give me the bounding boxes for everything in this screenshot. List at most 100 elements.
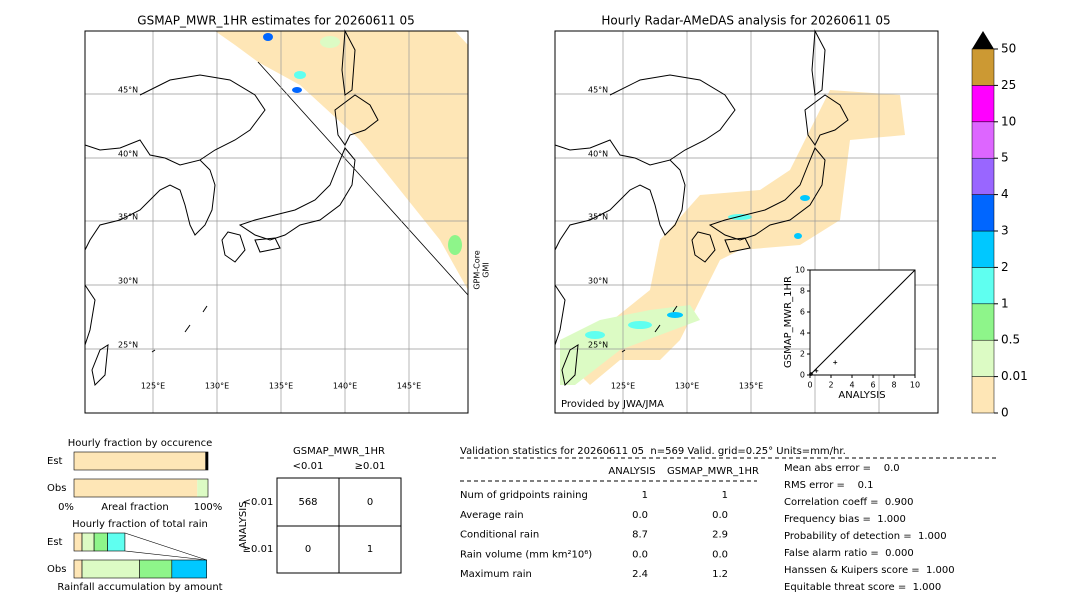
cell: 1 <box>722 490 728 501</box>
rain-cell <box>728 214 752 220</box>
cell: 0.0 <box>632 549 648 560</box>
coastline <box>804 94 849 146</box>
map-title: GSMAP_MWR_1HR estimates for 20260611 05 <box>137 14 414 28</box>
lon-label: 125°E <box>611 382 635 391</box>
coastline <box>672 305 678 313</box>
lat-label: 40°N <box>118 150 138 159</box>
lon-label: 145°E <box>397 382 421 391</box>
coastline <box>151 349 156 353</box>
cell: 8.7 <box>632 530 648 541</box>
colorbar-segment <box>971 267 995 305</box>
x-tick-label: 10 <box>910 381 920 390</box>
rain-cell <box>628 321 652 329</box>
panel-footer: Rainfall accumulation by amount <box>57 582 222 593</box>
cell: 568 <box>298 497 317 508</box>
sensor-label: GMI <box>482 262 491 277</box>
cell: 1 <box>367 544 373 555</box>
coastline <box>84 284 96 346</box>
colorbar-segment <box>971 121 995 159</box>
colorbar-label: 25 <box>1001 78 1016 92</box>
lat-label: 45°N <box>588 86 608 95</box>
coastline <box>184 324 191 333</box>
row-label: Average rain <box>460 510 524 521</box>
colorbar-segment <box>971 194 995 232</box>
fraction-segment <box>73 532 83 552</box>
coastline <box>341 29 356 96</box>
col-label: <0.01 <box>293 461 324 472</box>
colorbar-label: 1 <box>1001 296 1009 310</box>
coastline <box>238 147 356 241</box>
rain-cell <box>263 33 273 41</box>
bar-frame <box>73 478 209 498</box>
fraction-segment <box>171 559 207 579</box>
coastlines <box>84 29 469 414</box>
swath <box>215 31 468 290</box>
coastline <box>554 139 686 251</box>
coastline <box>334 94 379 146</box>
lat-label: 35°N <box>118 213 138 222</box>
colorbar-label: 4 <box>1001 187 1009 201</box>
score: Mean abs error = 0.0 <box>784 463 900 474</box>
map-title: Hourly Radar-AMeDAS analysis for 2026061… <box>601 14 890 28</box>
row-label: Est <box>47 456 63 467</box>
coastline <box>254 237 281 253</box>
coastline <box>561 344 579 387</box>
one-to-one-line <box>809 269 916 376</box>
fraction-segment <box>205 452 208 470</box>
scatter-point <box>833 360 838 365</box>
rain-cell <box>292 87 302 93</box>
cell: 2.4 <box>632 569 648 580</box>
rain-cell <box>585 331 605 339</box>
colorbar-label: 0 <box>1001 406 1009 420</box>
rain-cell <box>800 195 810 201</box>
x-tick-label: 6 <box>870 381 875 390</box>
colorbar-label: 0.5 <box>1001 333 1020 347</box>
cell: 1.2 <box>712 569 728 580</box>
x-tick-label: 0 <box>807 381 812 390</box>
coastline <box>202 305 208 313</box>
x-tick-label: 4 <box>849 381 854 390</box>
fraction-segment <box>74 479 198 497</box>
score: Probability of detection = 1.000 <box>784 531 947 542</box>
coastline <box>708 147 826 241</box>
row-label: ≥0.01 <box>243 544 274 555</box>
credit: Provided by JWA/JMA <box>561 399 664 410</box>
cell: 0.0 <box>632 510 648 521</box>
x-tick-label: 2 <box>828 381 833 390</box>
score: Frequency bias = 1.000 <box>784 514 906 525</box>
lat-label: 35°N <box>588 213 608 222</box>
row-label: Maximum rain <box>460 569 532 580</box>
y-tick-label: 10 <box>795 266 805 275</box>
left-map <box>84 29 469 414</box>
cell: 1 <box>642 490 648 501</box>
axis-label: 100% <box>194 502 223 513</box>
colorbar-label: 10 <box>1001 114 1016 128</box>
column-header: GSMAP_MWR_1HR <box>667 466 759 477</box>
row-label: Obs <box>47 483 66 494</box>
coastline <box>724 237 751 253</box>
colorbar-segment <box>971 85 995 123</box>
table-title: GSMAP_MWR_1HR <box>293 446 385 457</box>
y-tick-label: 4 <box>800 329 805 338</box>
cell: 0.0 <box>712 510 728 521</box>
colorbar-label: 2 <box>1001 260 1009 274</box>
y-tick-label: 2 <box>800 350 805 359</box>
lon-label: 135°E <box>269 382 293 391</box>
lat-label: 25°N <box>118 341 138 350</box>
score: RMS error = 0.1 <box>784 480 874 491</box>
row-label: Conditional rain <box>460 530 539 541</box>
coastline <box>221 231 246 263</box>
lon-label: 130°E <box>675 382 699 391</box>
score: Correlation coeff = 0.900 <box>784 497 914 508</box>
lat-label: 45°N <box>118 86 138 95</box>
fraction-segment <box>74 452 206 470</box>
score: Hanssen & Kuipers score = 1.000 <box>784 565 955 576</box>
rain-area <box>560 305 700 385</box>
fraction-segment <box>107 532 126 552</box>
col-label: ≥0.01 <box>355 461 386 472</box>
scatter-point <box>809 371 814 376</box>
map-frame <box>554 30 939 414</box>
table-row-title: ANALYSIS <box>238 501 249 548</box>
coastline <box>654 324 661 333</box>
colorbar-segment <box>971 157 995 195</box>
